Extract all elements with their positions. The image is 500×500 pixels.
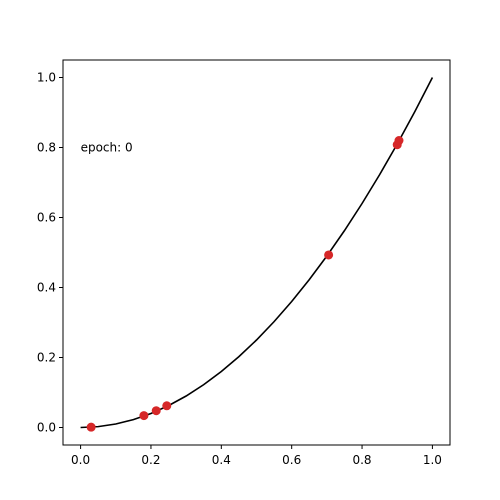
annotation-text: epoch: 0 bbox=[81, 141, 133, 155]
series-line bbox=[80, 77, 434, 429]
scatter-point bbox=[394, 136, 404, 145]
scatter-point bbox=[162, 401, 172, 411]
axes-frame bbox=[62, 59, 451, 446]
scatter-point bbox=[139, 411, 149, 421]
scatter-point bbox=[86, 422, 96, 432]
x-tick-label: 0.6 bbox=[282, 453, 301, 467]
y-tick-label: 0.4 bbox=[37, 281, 56, 295]
y-tick-label: 0.6 bbox=[37, 211, 56, 225]
y-tick-label: 0.0 bbox=[37, 421, 56, 435]
x-tick-label: 0.8 bbox=[352, 453, 371, 467]
x-tick-label: 0.2 bbox=[141, 453, 160, 467]
x-tick-label: 0.0 bbox=[71, 453, 90, 467]
scatter-point bbox=[324, 250, 334, 260]
x-tick-label: 0.4 bbox=[212, 453, 231, 467]
x-tick-label: 1.0 bbox=[423, 453, 442, 467]
y-tick-label: 1.0 bbox=[37, 71, 56, 85]
plot-area bbox=[80, 77, 434, 432]
axes: 0.0 0.2 0.4 0.6 0.8 1.0 0.0 0.2 0.4 0.6 0.8 1.0 bbox=[37, 59, 451, 467]
y-tick-label: 0.8 bbox=[37, 141, 56, 155]
y-tick-label: 0.2 bbox=[37, 351, 56, 365]
scatter-point bbox=[151, 406, 161, 416]
